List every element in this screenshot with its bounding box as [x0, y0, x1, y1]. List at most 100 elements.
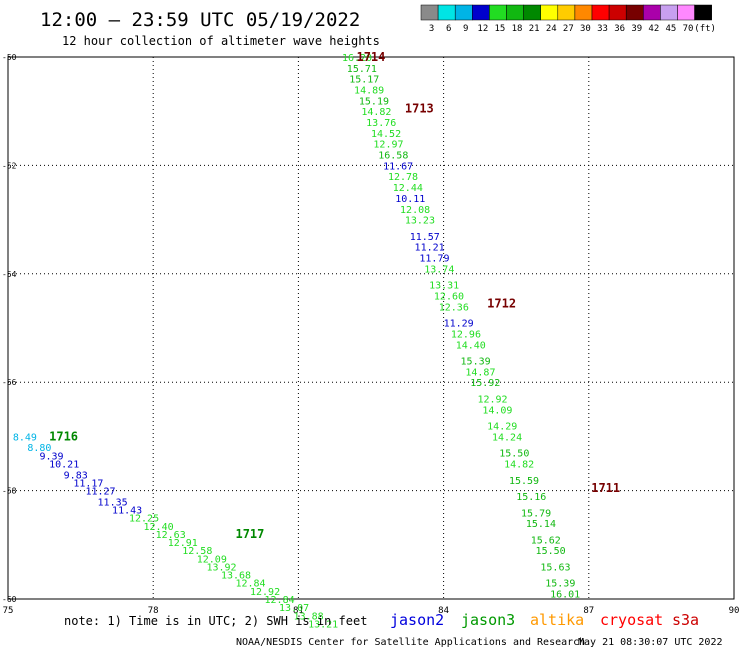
data-point-label: 11.67	[383, 161, 413, 172]
data-point-label: 14.29	[487, 422, 517, 433]
time-label: 1716	[49, 429, 78, 443]
data-point-label: 11.79	[419, 254, 449, 265]
data-point-label: 15.59	[509, 476, 539, 487]
data-point-label: 16.58	[378, 151, 408, 162]
data-points: 16.2015.7115.1714.8915.1914.8213.7614.52…	[13, 53, 580, 630]
data-point-label: 14.87	[465, 367, 495, 378]
data-point-label: 15.16	[516, 492, 546, 503]
data-point-label: 12.60	[434, 291, 464, 302]
data-point-label: 8.49	[13, 432, 37, 443]
data-point-label: 13.07	[279, 603, 309, 614]
legend-label: 70	[683, 24, 694, 34]
legend-label: 30	[580, 24, 591, 34]
legend-swatch	[557, 4, 576, 21]
y-tick-label: -52	[2, 161, 17, 170]
y-tick-label: -54	[2, 270, 17, 279]
legend-swatch	[694, 4, 712, 21]
data-point-label: 13.23	[405, 216, 435, 227]
data-point-label: 12.25	[129, 514, 159, 525]
y-tick-label: -56	[2, 378, 17, 387]
legend-swatch	[454, 4, 473, 21]
data-point-label: 11.35	[98, 497, 128, 508]
data-point-label: 14.82	[361, 107, 391, 118]
data-point-label: 11.57	[410, 232, 440, 243]
data-point-label: 12.63	[156, 530, 186, 541]
footer-timestamp: May 21 08:30:07 UTC 2022	[578, 637, 723, 648]
data-point-label: 13.68	[221, 571, 251, 582]
data-point-label: 16.20	[342, 53, 372, 64]
data-point-label: 15.39	[461, 357, 491, 368]
legend-label: 9	[463, 24, 468, 34]
data-point-label: 12.97	[373, 140, 403, 151]
legend-swatch	[437, 4, 456, 21]
legend-label: 42	[648, 24, 659, 34]
data-point-label: 13.74	[424, 264, 454, 275]
satellite-name: jason2	[390, 611, 444, 629]
data-point-label: 11.43	[112, 506, 142, 517]
data-point-label: 13.76	[366, 118, 396, 129]
legend-swatch	[523, 4, 541, 21]
data-point-label: 11.21	[415, 243, 445, 254]
legend-swatch	[489, 4, 507, 21]
data-point-label: 9.39	[39, 451, 63, 462]
y-tick-label: -58	[2, 487, 17, 496]
data-point-label: 15.63	[540, 562, 570, 573]
data-point-label: 15.62	[531, 535, 561, 546]
time-label: 1713	[405, 101, 434, 115]
data-point-label: 12.91	[168, 538, 198, 549]
legend-swatch	[506, 4, 524, 21]
satellite-name: s3a	[672, 611, 699, 629]
y-tick-label: -50	[2, 53, 17, 62]
y-tick-label: -60	[2, 595, 17, 604]
data-point-label: 15.39	[545, 579, 575, 590]
legend-label: 39	[631, 24, 642, 34]
satellite-name: jason3	[461, 611, 515, 629]
data-point-label: 14.40	[456, 340, 486, 351]
plot-area: -50-52-54-56-58-60 75 78 81 84 87 90 16.2015.…	[2, 50, 739, 630]
legend-label: 6	[446, 24, 451, 34]
legend-swatch	[660, 4, 678, 21]
data-point-label: 10.21	[49, 460, 79, 471]
data-point-label: 12.84	[235, 579, 265, 590]
legend-swatch	[625, 4, 644, 21]
data-point-label: 15.14	[526, 519, 556, 530]
legend-swatch	[472, 4, 490, 21]
legend-label: 3	[429, 24, 434, 34]
footer-note: note: 1) Time is in UTC; 2) SWH is in fe…	[64, 614, 367, 628]
data-point-label: 12.36	[439, 302, 469, 313]
data-point-label: 11.27	[85, 487, 115, 498]
time-labels: 1714 1713 1712 1711 1716 1717	[49, 50, 620, 541]
data-point-label: 13.88	[294, 611, 324, 622]
satellite-name: cryosat	[600, 611, 663, 629]
data-point-label: 15.71	[347, 64, 377, 75]
x-tick-label: 84	[438, 606, 449, 616]
data-point-label: 10.11	[395, 194, 425, 205]
data-point-label: 13.31	[429, 281, 459, 292]
x-tick-label: 75	[3, 606, 14, 616]
legend-label: 15	[495, 24, 506, 34]
x-tick-label: 78	[148, 606, 159, 616]
data-point-label: 12.44	[393, 183, 423, 194]
data-point-label: 11.29	[444, 319, 474, 330]
data-point-label: 16.01	[550, 590, 580, 601]
legend-swatch	[591, 4, 610, 21]
data-point-label: 12.92	[477, 394, 507, 405]
data-point-label: 9.83	[64, 470, 88, 481]
legend-swatch	[643, 4, 661, 21]
legend-label: 36	[614, 24, 625, 34]
legend-swatch	[420, 4, 439, 21]
data-point-label: 15.79	[521, 508, 551, 519]
data-point-label: 14.89	[354, 86, 384, 97]
x-tick-label: 90	[729, 606, 740, 616]
time-label: 1714	[356, 50, 385, 64]
legend-label: 27	[563, 24, 574, 34]
legend-label: 12	[477, 24, 488, 34]
plot-frame	[7, 56, 735, 600]
footer-credit: NOAA/NESDIS Center for Satellite Applica…	[236, 637, 585, 648]
time-label: 1711	[591, 481, 620, 495]
x-tick-label: 87	[583, 606, 594, 616]
legend-swatch	[677, 4, 695, 21]
data-point-label: 14.24	[492, 432, 522, 443]
x-tick-label: 81	[293, 606, 304, 616]
